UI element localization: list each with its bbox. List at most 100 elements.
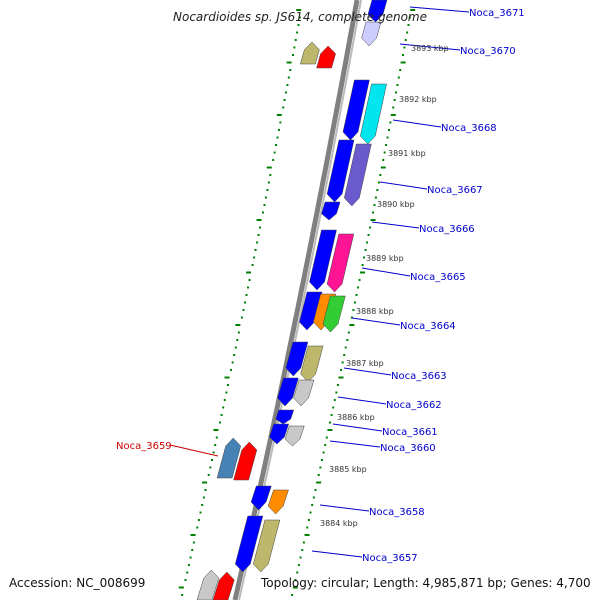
outer-ring-minor-tick: [364, 249, 367, 251]
kbp-tick-labels: 3893 kbp 3892 kbp 3891 kbp 3890 kbp 3889 kbp…: [320, 44, 449, 528]
outer-ring-minor-tick: [340, 369, 343, 371]
outer-ring-minor-tick: [299, 556, 302, 559]
inner-ring-minor-tick: [245, 294, 248, 296]
inner-ring-minor-tick: [236, 339, 239, 341]
outer-ring-minor-tick: [291, 594, 294, 596]
gene-arrow[interactable]: [253, 519, 281, 573]
outer-ring-minor-tick: [296, 571, 299, 574]
outer-ring-minor-tick: [382, 159, 385, 161]
gene-arrow[interactable]: [342, 79, 370, 141]
gene-arrow[interactable]: [293, 379, 315, 407]
gene-label-layer: Noca_3671 Noca_3670 Noca_3668 Noca_3667 Noca…: [116, 8, 525, 564]
inner-ring-minor-tick: [199, 511, 202, 514]
outer-ring-minor-tick: [320, 459, 323, 461]
gene-arrow[interactable]: [277, 377, 299, 407]
outer-ring-minor-tick: [301, 549, 304, 551]
outer-ring-minor-tick: [343, 354, 346, 356]
inner-ring-minor-tick: [186, 571, 189, 574]
gene-label[interactable]: Noca_3657: [362, 553, 418, 564]
gene-label[interactable]: Noca_3670: [460, 46, 516, 57]
inner-ring-minor-tick: [220, 414, 223, 416]
leader-line: [409, 6, 470, 13]
gene-label[interactable]: Noca_3665: [410, 272, 466, 283]
gene-arrow[interactable]: [326, 139, 355, 203]
gene-arrow[interactable]: [344, 143, 372, 207]
gene-arrow[interactable]: [316, 45, 336, 69]
gene-arrow[interactable]: [367, 0, 388, 23]
inner-ring-minor-tick: [210, 459, 213, 461]
inner-ring-minor-tick: [297, 24, 300, 26]
outer-ring-minor-tick: [358, 279, 361, 281]
gene-label[interactable]: Noca_3663: [391, 371, 447, 382]
outer-ring-minor-tick: [366, 241, 369, 244]
gene-label[interactable]: Noca_3659: [116, 441, 172, 452]
gene-arrow[interactable]: [216, 437, 241, 479]
gene-label[interactable]: Noca_3660: [380, 443, 436, 454]
gene-arrow[interactable]: [360, 83, 387, 145]
kbp-tick-label: 3885 kbp: [329, 465, 367, 474]
outer-ring-major-tick: [360, 271, 366, 274]
outer-ring-minor-tick: [392, 106, 395, 109]
outer-ring-minor-tick: [404, 39, 407, 41]
inner-ring-minor-tick: [259, 226, 262, 229]
gene-arrow[interactable]: [284, 425, 305, 447]
inner-ring-minor-tick: [275, 144, 278, 146]
gene-arrow[interactable]: [321, 201, 341, 221]
inner-ring-minor-tick: [287, 76, 290, 79]
gene-arrow[interactable]: [322, 295, 346, 333]
gene-arrow[interactable]: [269, 423, 290, 445]
inner-ring-minor-tick: [201, 504, 204, 506]
gene-arrow[interactable]: [267, 489, 289, 515]
inner-ring-minor-tick: [264, 196, 267, 199]
inner-ring-minor-tick: [296, 31, 299, 34]
gene-label[interactable]: Noca_3666: [419, 224, 475, 235]
outer-ring-minor-tick: [330, 414, 333, 416]
leader-line: [343, 367, 392, 376]
gene-arrow[interactable]: [361, 21, 382, 47]
kbp-tick-label: 3886 kbp: [337, 413, 375, 422]
gene-arrow[interactable]: [275, 409, 295, 425]
tick-track: [178, 9, 416, 596]
inner-ring-minor-tick: [257, 234, 260, 236]
outer-ring-minor-tick: [397, 76, 400, 79]
inner-ring-minor-tick: [251, 264, 254, 266]
inner-ring-minor-tick: [263, 204, 266, 206]
gene-label[interactable]: Noca_3661: [382, 427, 438, 438]
outer-ring-minor-tick: [386, 136, 389, 139]
gene-label[interactable]: Noca_3668: [441, 123, 497, 134]
label-leader-lines: [169, 6, 470, 558]
gene-arrow[interactable]: [300, 345, 324, 383]
gene-arrow[interactable]: [309, 229, 337, 291]
inner-ring-minor-tick: [256, 241, 259, 244]
outer-ring-minor-tick: [373, 204, 376, 206]
outer-ring-minor-tick: [401, 54, 404, 56]
leader-line: [337, 396, 387, 405]
gene-arrow[interactable]: [299, 41, 320, 65]
gene-arrow[interactable]: [285, 341, 309, 377]
gene-label[interactable]: Noca_3667: [427, 185, 483, 196]
gene-label[interactable]: Noca_3671: [469, 8, 525, 19]
kbp-tick-label: 3887 kbp: [346, 359, 384, 368]
outer-ring-major-tick: [304, 534, 310, 536]
inner-ring-major-tick: [235, 324, 241, 326]
outer-ring-major-tick: [327, 429, 333, 431]
gene-arrow[interactable]: [299, 291, 323, 331]
outer-ring-minor-tick: [297, 564, 300, 566]
inner-ring-minor-tick: [285, 91, 288, 94]
inner-ring-minor-tick: [254, 249, 257, 251]
gene-label[interactable]: Noca_3664: [400, 321, 456, 332]
gene-arrow[interactable]: [326, 233, 355, 293]
kbp-tick-label: 3892 kbp: [399, 95, 437, 104]
gene-arrow[interactable]: [233, 441, 258, 481]
inner-ring-minor-tick: [243, 301, 246, 304]
outer-ring-major-tick: [410, 9, 416, 11]
gene-label[interactable]: Noca_3658: [369, 507, 425, 518]
gene-arrow[interactable]: [250, 485, 272, 511]
kbp-tick-label: 3884 kbp: [320, 519, 358, 528]
kbp-tick-label: 3888 kbp: [356, 307, 394, 316]
gene-arrow[interactable]: [235, 515, 264, 573]
leader-line: [379, 181, 428, 190]
outer-ring-minor-tick: [324, 444, 327, 446]
gene-label[interactable]: Noca_3662: [386, 400, 442, 411]
